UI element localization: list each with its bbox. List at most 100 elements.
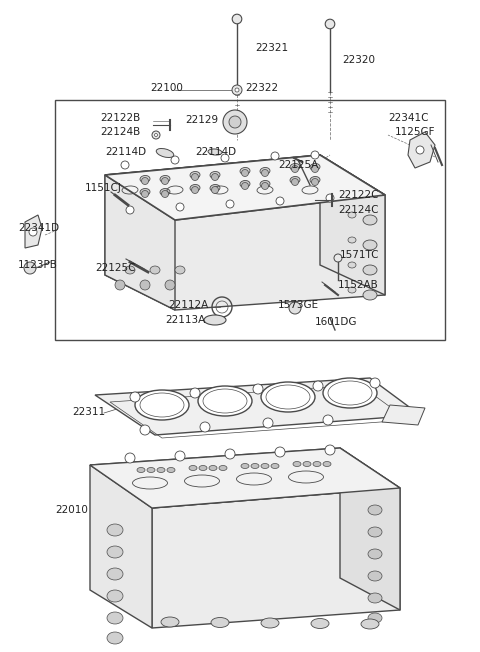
- Ellipse shape: [147, 467, 155, 473]
- Ellipse shape: [167, 467, 175, 473]
- Ellipse shape: [199, 466, 207, 471]
- Ellipse shape: [313, 462, 321, 466]
- Text: 22125C: 22125C: [95, 263, 135, 273]
- Ellipse shape: [368, 593, 382, 603]
- Ellipse shape: [290, 164, 300, 171]
- Circle shape: [313, 381, 323, 391]
- Ellipse shape: [140, 175, 150, 183]
- Circle shape: [175, 451, 185, 461]
- Circle shape: [253, 384, 263, 394]
- Circle shape: [29, 228, 37, 236]
- Ellipse shape: [198, 386, 252, 416]
- Ellipse shape: [323, 378, 377, 408]
- Ellipse shape: [160, 188, 170, 196]
- Ellipse shape: [140, 188, 150, 196]
- Ellipse shape: [161, 617, 179, 627]
- Circle shape: [190, 388, 200, 398]
- Text: 1573GE: 1573GE: [278, 300, 319, 310]
- Text: 22311: 22311: [72, 407, 105, 417]
- Text: 22341D: 22341D: [18, 223, 59, 233]
- Ellipse shape: [107, 568, 123, 580]
- Circle shape: [275, 447, 285, 457]
- Ellipse shape: [219, 466, 227, 471]
- Text: 22129: 22129: [185, 115, 218, 125]
- Ellipse shape: [210, 185, 220, 192]
- Circle shape: [289, 302, 301, 314]
- Circle shape: [323, 415, 333, 425]
- Circle shape: [115, 280, 125, 290]
- Ellipse shape: [107, 590, 123, 602]
- Ellipse shape: [107, 546, 123, 558]
- Polygon shape: [408, 132, 435, 168]
- Bar: [55, 100, 445, 340]
- Ellipse shape: [368, 571, 382, 581]
- Circle shape: [155, 134, 157, 136]
- Polygon shape: [105, 155, 385, 220]
- Text: 22320: 22320: [342, 55, 375, 65]
- Text: 22321: 22321: [255, 43, 288, 53]
- Ellipse shape: [290, 177, 300, 183]
- Circle shape: [24, 262, 36, 274]
- Ellipse shape: [241, 464, 249, 469]
- Ellipse shape: [368, 549, 382, 559]
- Ellipse shape: [363, 215, 377, 225]
- Polygon shape: [152, 488, 400, 628]
- Polygon shape: [95, 378, 420, 435]
- Ellipse shape: [240, 181, 250, 188]
- Circle shape: [263, 418, 273, 428]
- Ellipse shape: [363, 240, 377, 250]
- Circle shape: [130, 392, 140, 402]
- Ellipse shape: [204, 315, 226, 325]
- Polygon shape: [382, 405, 425, 425]
- Circle shape: [126, 206, 134, 214]
- Text: 22341C: 22341C: [388, 113, 429, 123]
- Ellipse shape: [125, 266, 135, 274]
- Text: 22124B: 22124B: [100, 127, 140, 137]
- Ellipse shape: [368, 527, 382, 537]
- Ellipse shape: [261, 382, 315, 412]
- Text: 22114D: 22114D: [105, 147, 146, 157]
- Ellipse shape: [209, 466, 217, 471]
- Text: 22113A: 22113A: [165, 315, 205, 325]
- Ellipse shape: [348, 287, 356, 293]
- Ellipse shape: [323, 462, 331, 466]
- Ellipse shape: [175, 266, 185, 274]
- Ellipse shape: [271, 464, 279, 469]
- Circle shape: [152, 131, 160, 139]
- Circle shape: [326, 194, 334, 202]
- Ellipse shape: [251, 464, 259, 469]
- Circle shape: [161, 177, 168, 185]
- Circle shape: [316, 211, 320, 215]
- Polygon shape: [105, 155, 385, 310]
- Ellipse shape: [189, 466, 197, 471]
- Circle shape: [291, 166, 299, 173]
- Circle shape: [200, 422, 210, 432]
- Polygon shape: [90, 448, 400, 508]
- Circle shape: [312, 179, 319, 186]
- Ellipse shape: [361, 619, 379, 629]
- Ellipse shape: [211, 617, 229, 627]
- Text: 1125GF: 1125GF: [395, 127, 435, 137]
- Polygon shape: [90, 465, 152, 628]
- Circle shape: [235, 88, 239, 92]
- Circle shape: [221, 154, 229, 162]
- Polygon shape: [105, 155, 385, 220]
- Circle shape: [370, 378, 380, 388]
- Ellipse shape: [210, 171, 220, 179]
- Circle shape: [121, 161, 129, 169]
- Text: 1123PB: 1123PB: [18, 260, 58, 270]
- Circle shape: [276, 197, 284, 205]
- Ellipse shape: [261, 464, 269, 469]
- Text: 22124C: 22124C: [338, 205, 379, 215]
- Text: 1601DG: 1601DG: [315, 317, 358, 327]
- Circle shape: [225, 449, 235, 459]
- Ellipse shape: [261, 618, 279, 628]
- Text: 22114D: 22114D: [195, 147, 236, 157]
- Ellipse shape: [310, 164, 320, 171]
- Circle shape: [334, 254, 342, 262]
- Ellipse shape: [310, 177, 320, 183]
- Circle shape: [312, 166, 319, 173]
- Circle shape: [262, 183, 268, 190]
- Circle shape: [212, 186, 218, 194]
- Circle shape: [125, 453, 135, 463]
